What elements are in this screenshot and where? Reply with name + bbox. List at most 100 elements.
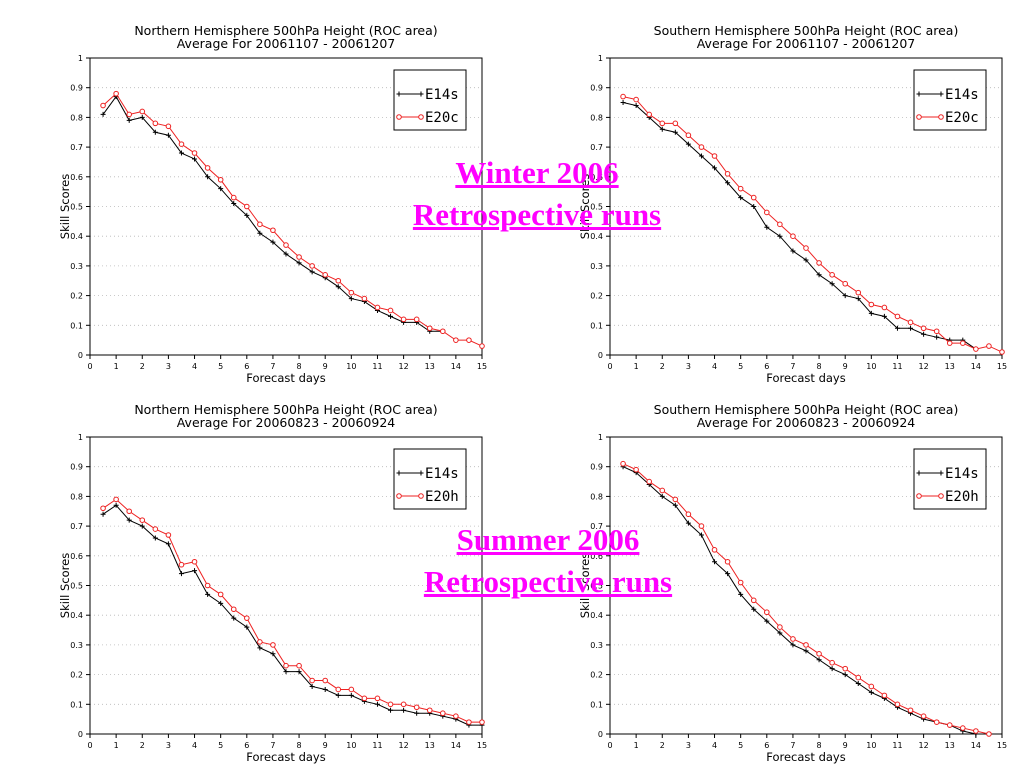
chart-title: Southern Hemisphere 500hPa Height (ROC a…	[654, 23, 959, 38]
data-point-e14s	[270, 651, 276, 657]
y-axis-label: Skill Scores	[578, 174, 592, 239]
y-tick-label: 0.2	[70, 671, 83, 680]
x-tick-label: 8	[297, 741, 302, 750]
x-tick-label: 6	[244, 362, 249, 371]
data-point-e14s	[139, 523, 145, 529]
data-point-e20h	[659, 487, 666, 494]
data-point-e20c	[973, 346, 979, 352]
data-point-e20c	[646, 111, 653, 118]
data-point-e20c	[894, 313, 901, 320]
x-tick-label: 3	[686, 362, 691, 371]
data-point-e14s	[725, 180, 731, 186]
x-tick-label: 15	[997, 362, 1007, 371]
data-point-e20h	[986, 731, 992, 737]
y-tick-label: 0.6	[70, 552, 83, 561]
data-point-e14s	[335, 284, 341, 290]
x-tick-label: 0	[607, 362, 612, 371]
data-point-e20c	[126, 111, 132, 118]
y-tick-label: 0.8	[590, 492, 603, 501]
legend-marker	[396, 114, 402, 120]
data-point-e14s	[388, 313, 394, 319]
legend-label: E14s	[425, 87, 459, 103]
data-point-e20c	[466, 337, 472, 343]
data-point-e14s	[816, 657, 822, 663]
data-point-e20h	[868, 683, 875, 690]
legend-label: E14s	[945, 466, 979, 482]
y-axis-label: Skill Scores	[58, 174, 72, 239]
legend-marker	[938, 470, 944, 476]
data-point-e14s	[685, 520, 691, 526]
x-tick-label: 2	[140, 362, 145, 371]
y-tick-label: 1	[78, 54, 83, 63]
y-tick-label: 0.1	[590, 321, 603, 330]
x-tick-label: 2	[140, 741, 145, 750]
x-tick-label: 3	[166, 741, 171, 750]
data-point-e14s	[751, 606, 757, 612]
data-point-e20c	[960, 340, 966, 346]
x-tick-label: 9	[843, 741, 848, 750]
data-point-e14s	[698, 532, 704, 538]
data-point-e14s	[698, 153, 704, 159]
x-axis-label: Forecast days	[246, 371, 325, 385]
data-point-e20h	[698, 523, 705, 529]
data-point-e20h	[191, 558, 198, 565]
data-point-e20c	[178, 141, 185, 147]
data-point-e20h	[204, 582, 211, 589]
data-point-e20c	[986, 343, 992, 349]
data-point-e20c	[322, 272, 329, 278]
data-point-e20h	[165, 532, 172, 538]
data-point-e20h	[894, 701, 901, 708]
data-point-e20c	[777, 221, 783, 228]
data-point-e20h	[829, 659, 835, 666]
data-point-e14s	[100, 511, 106, 517]
data-point-e14s	[414, 710, 420, 716]
data-point-e20h	[244, 615, 250, 621]
x-tick-label: 14	[971, 362, 981, 371]
x-tick-label: 13	[945, 362, 955, 371]
data-point-e20c	[803, 245, 809, 251]
x-tick-label: 7	[790, 362, 795, 371]
legend-label: E20c	[945, 110, 979, 126]
x-tick-label: 12	[399, 741, 409, 750]
data-point-e20c	[217, 176, 224, 183]
data-point-e20h	[139, 517, 146, 523]
chart-panel-2: Southern Hemisphere 500hPa Height (ROC a…	[578, 23, 1007, 385]
data-point-e20c	[698, 144, 705, 150]
data-point-e14s	[672, 129, 678, 135]
x-tick-label: 4	[712, 362, 717, 371]
x-tick-label: 1	[114, 362, 119, 371]
data-point-e20h	[920, 713, 927, 719]
data-point-e14s	[908, 325, 914, 331]
x-tick-label: 12	[919, 362, 929, 371]
data-point-e20c	[309, 263, 315, 269]
data-point-e20c	[100, 102, 106, 109]
y-tick-label: 0.3	[590, 641, 603, 650]
data-point-e20c	[790, 233, 796, 239]
data-point-e20h	[907, 707, 914, 714]
y-tick-label: 0.5	[590, 582, 603, 591]
data-point-e14s	[620, 100, 626, 106]
y-tick-label: 1	[78, 433, 83, 442]
data-point-e20c	[764, 209, 770, 216]
data-point-e20h	[440, 710, 446, 717]
data-point-e14s	[348, 692, 354, 698]
x-tick-label: 2	[660, 741, 665, 750]
y-tick-label: 0.9	[590, 84, 603, 93]
y-tick-label: 0.1	[70, 321, 83, 330]
data-point-e14s	[829, 281, 835, 287]
data-point-e14s	[388, 707, 394, 713]
data-point-e14s	[934, 334, 940, 340]
x-tick-label: 15	[477, 362, 487, 371]
data-point-e20c	[191, 150, 198, 156]
y-tick-label: 0.3	[590, 262, 603, 271]
legend-box	[393, 69, 467, 131]
x-tick-label: 1	[114, 741, 119, 750]
y-tick-label: 0.4	[590, 232, 603, 241]
legend-marker	[938, 91, 944, 97]
y-tick-label: 0.1	[590, 700, 603, 709]
data-point-e20c	[335, 277, 342, 284]
data-point-e14s	[401, 707, 407, 713]
data-point-e14s	[205, 591, 211, 597]
data-point-e20h	[724, 558, 731, 565]
data-point-e20h	[466, 719, 472, 725]
